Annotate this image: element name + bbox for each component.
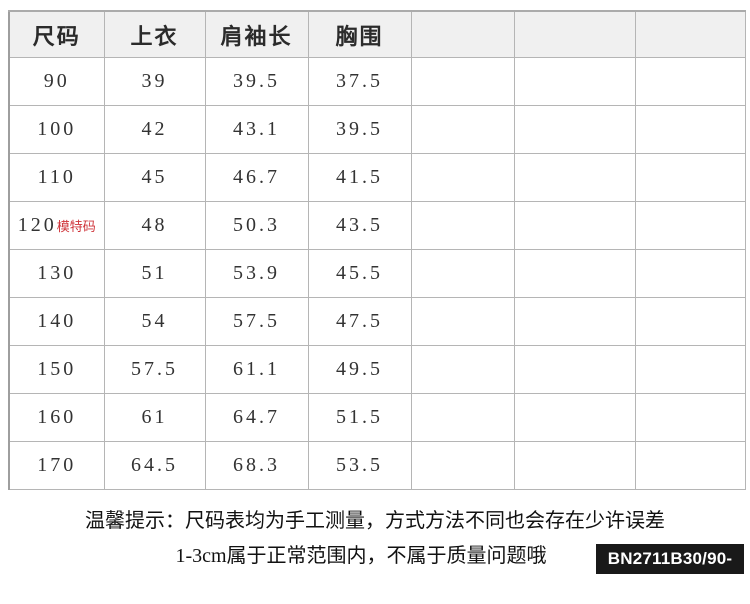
header-cell-empty bbox=[634, 10, 746, 58]
empty-cell bbox=[513, 297, 636, 346]
empty-cell bbox=[410, 153, 515, 202]
chest-cell: 41.5 bbox=[307, 153, 412, 202]
empty-cell bbox=[410, 393, 515, 442]
table-row: 110 45 46.7 41.5 bbox=[8, 153, 746, 202]
size-value: 150 bbox=[37, 358, 77, 380]
empty-cell bbox=[634, 345, 746, 394]
size-cell: 120模特码 bbox=[8, 201, 105, 250]
top-cell: 45 bbox=[103, 153, 206, 202]
chest-cell: 49.5 bbox=[307, 345, 412, 394]
top-cell: 42 bbox=[103, 105, 206, 154]
empty-cell bbox=[410, 297, 515, 346]
size-value: 130 bbox=[37, 262, 77, 284]
header-cell-empty bbox=[513, 10, 636, 58]
size-value: 120 bbox=[17, 214, 57, 236]
shoulder-sleeve-cell: 39.5 bbox=[204, 57, 309, 106]
disclaimer-line-2: 1-3cm属于正常范围内，不属于质量问题哦 bbox=[175, 545, 547, 567]
top-cell: 64.5 bbox=[103, 441, 206, 490]
empty-cell bbox=[513, 345, 636, 394]
size-cell: 140 bbox=[8, 297, 105, 346]
size-value: 160 bbox=[37, 406, 77, 428]
empty-cell bbox=[513, 201, 636, 250]
empty-cell bbox=[513, 57, 636, 106]
table-row: 130 51 53.9 45.5 bbox=[8, 249, 746, 298]
empty-cell bbox=[513, 153, 636, 202]
top-cell: 51 bbox=[103, 249, 206, 298]
size-cell: 100 bbox=[8, 105, 105, 154]
table-row: 150 57.5 61.1 49.5 bbox=[8, 345, 746, 394]
chest-cell: 45.5 bbox=[307, 249, 412, 298]
shoulder-sleeve-cell: 43.1 bbox=[204, 105, 309, 154]
empty-cell bbox=[513, 105, 636, 154]
chest-cell: 51.5 bbox=[307, 393, 412, 442]
model-size-tag: 模特码 bbox=[56, 219, 96, 234]
header-cell-shoulder-sleeve: 肩袖长 bbox=[204, 10, 309, 58]
header-cell-top: 上衣 bbox=[103, 10, 206, 58]
empty-cell bbox=[634, 153, 746, 202]
chest-cell: 39.5 bbox=[307, 105, 412, 154]
top-cell: 57.5 bbox=[103, 345, 206, 394]
empty-cell bbox=[634, 105, 746, 154]
shoulder-sleeve-cell: 68.3 bbox=[204, 441, 309, 490]
empty-cell bbox=[410, 201, 515, 250]
empty-cell bbox=[634, 393, 746, 442]
product-code-badge: BN2711B30/90-170 bbox=[596, 544, 744, 598]
empty-cell bbox=[410, 57, 515, 106]
empty-cell bbox=[410, 441, 515, 490]
size-value: 100 bbox=[37, 118, 77, 140]
shoulder-sleeve-cell: 53.9 bbox=[204, 249, 309, 298]
empty-cell bbox=[634, 57, 746, 106]
top-cell: 48 bbox=[103, 201, 206, 250]
size-cell: 160 bbox=[8, 393, 105, 442]
empty-cell bbox=[513, 393, 636, 442]
size-value: 170 bbox=[37, 454, 77, 476]
empty-cell bbox=[410, 105, 515, 154]
empty-cell bbox=[634, 249, 746, 298]
table-row: 90 39 39.5 37.5 bbox=[8, 57, 746, 106]
chest-cell: 43.5 bbox=[307, 201, 412, 250]
shoulder-sleeve-cell: 61.1 bbox=[204, 345, 309, 394]
empty-cell bbox=[634, 297, 746, 346]
header-row: 尺码 上衣 肩袖长 胸围 bbox=[8, 10, 746, 58]
empty-cell bbox=[513, 441, 636, 490]
top-cell: 39 bbox=[103, 57, 206, 106]
measurement-disclaimer: 温馨提示：尺码表均为手工测量，方式方法不同也会存在少许误差 1-3cm属于正常范… bbox=[0, 504, 750, 574]
size-cell: 90 bbox=[8, 57, 105, 106]
shoulder-sleeve-cell: 57.5 bbox=[204, 297, 309, 346]
header-cell-empty bbox=[410, 10, 515, 58]
size-cell: 130 bbox=[8, 249, 105, 298]
size-cell: 110 bbox=[8, 153, 105, 202]
size-chart-table: 尺码 上衣 肩袖长 胸围 90 39 39.5 37.5 100 42 43.1… bbox=[8, 10, 746, 490]
table-row-model-size: 120模特码 48 50.3 43.5 bbox=[8, 201, 746, 250]
chest-cell: 53.5 bbox=[307, 441, 412, 490]
table-row: 140 54 57.5 47.5 bbox=[8, 297, 746, 346]
shoulder-sleeve-cell: 46.7 bbox=[204, 153, 309, 202]
top-cell: 54 bbox=[103, 297, 206, 346]
chest-cell: 47.5 bbox=[307, 297, 412, 346]
empty-cell bbox=[513, 249, 636, 298]
header-cell-chest: 胸围 bbox=[307, 10, 412, 58]
table-row: 160 61 64.7 51.5 bbox=[8, 393, 746, 442]
table-row: 170 64.5 68.3 53.5 bbox=[8, 441, 746, 490]
header-cell-size: 尺码 bbox=[8, 10, 105, 58]
empty-cell bbox=[634, 201, 746, 250]
empty-cell bbox=[410, 345, 515, 394]
size-value: 110 bbox=[37, 166, 76, 188]
size-value: 90 bbox=[43, 70, 70, 92]
table-row: 100 42 43.1 39.5 bbox=[8, 105, 746, 154]
shoulder-sleeve-cell: 64.7 bbox=[204, 393, 309, 442]
chest-cell: 37.5 bbox=[307, 57, 412, 106]
size-cell: 170 bbox=[8, 441, 105, 490]
disclaimer-line-1: 温馨提示：尺码表均为手工测量，方式方法不同也会存在少许误差 bbox=[85, 510, 665, 532]
shoulder-sleeve-cell: 50.3 bbox=[204, 201, 309, 250]
top-cell: 61 bbox=[103, 393, 206, 442]
empty-cell bbox=[410, 249, 515, 298]
size-value: 140 bbox=[37, 310, 77, 332]
empty-cell bbox=[634, 441, 746, 490]
size-cell: 150 bbox=[8, 345, 105, 394]
